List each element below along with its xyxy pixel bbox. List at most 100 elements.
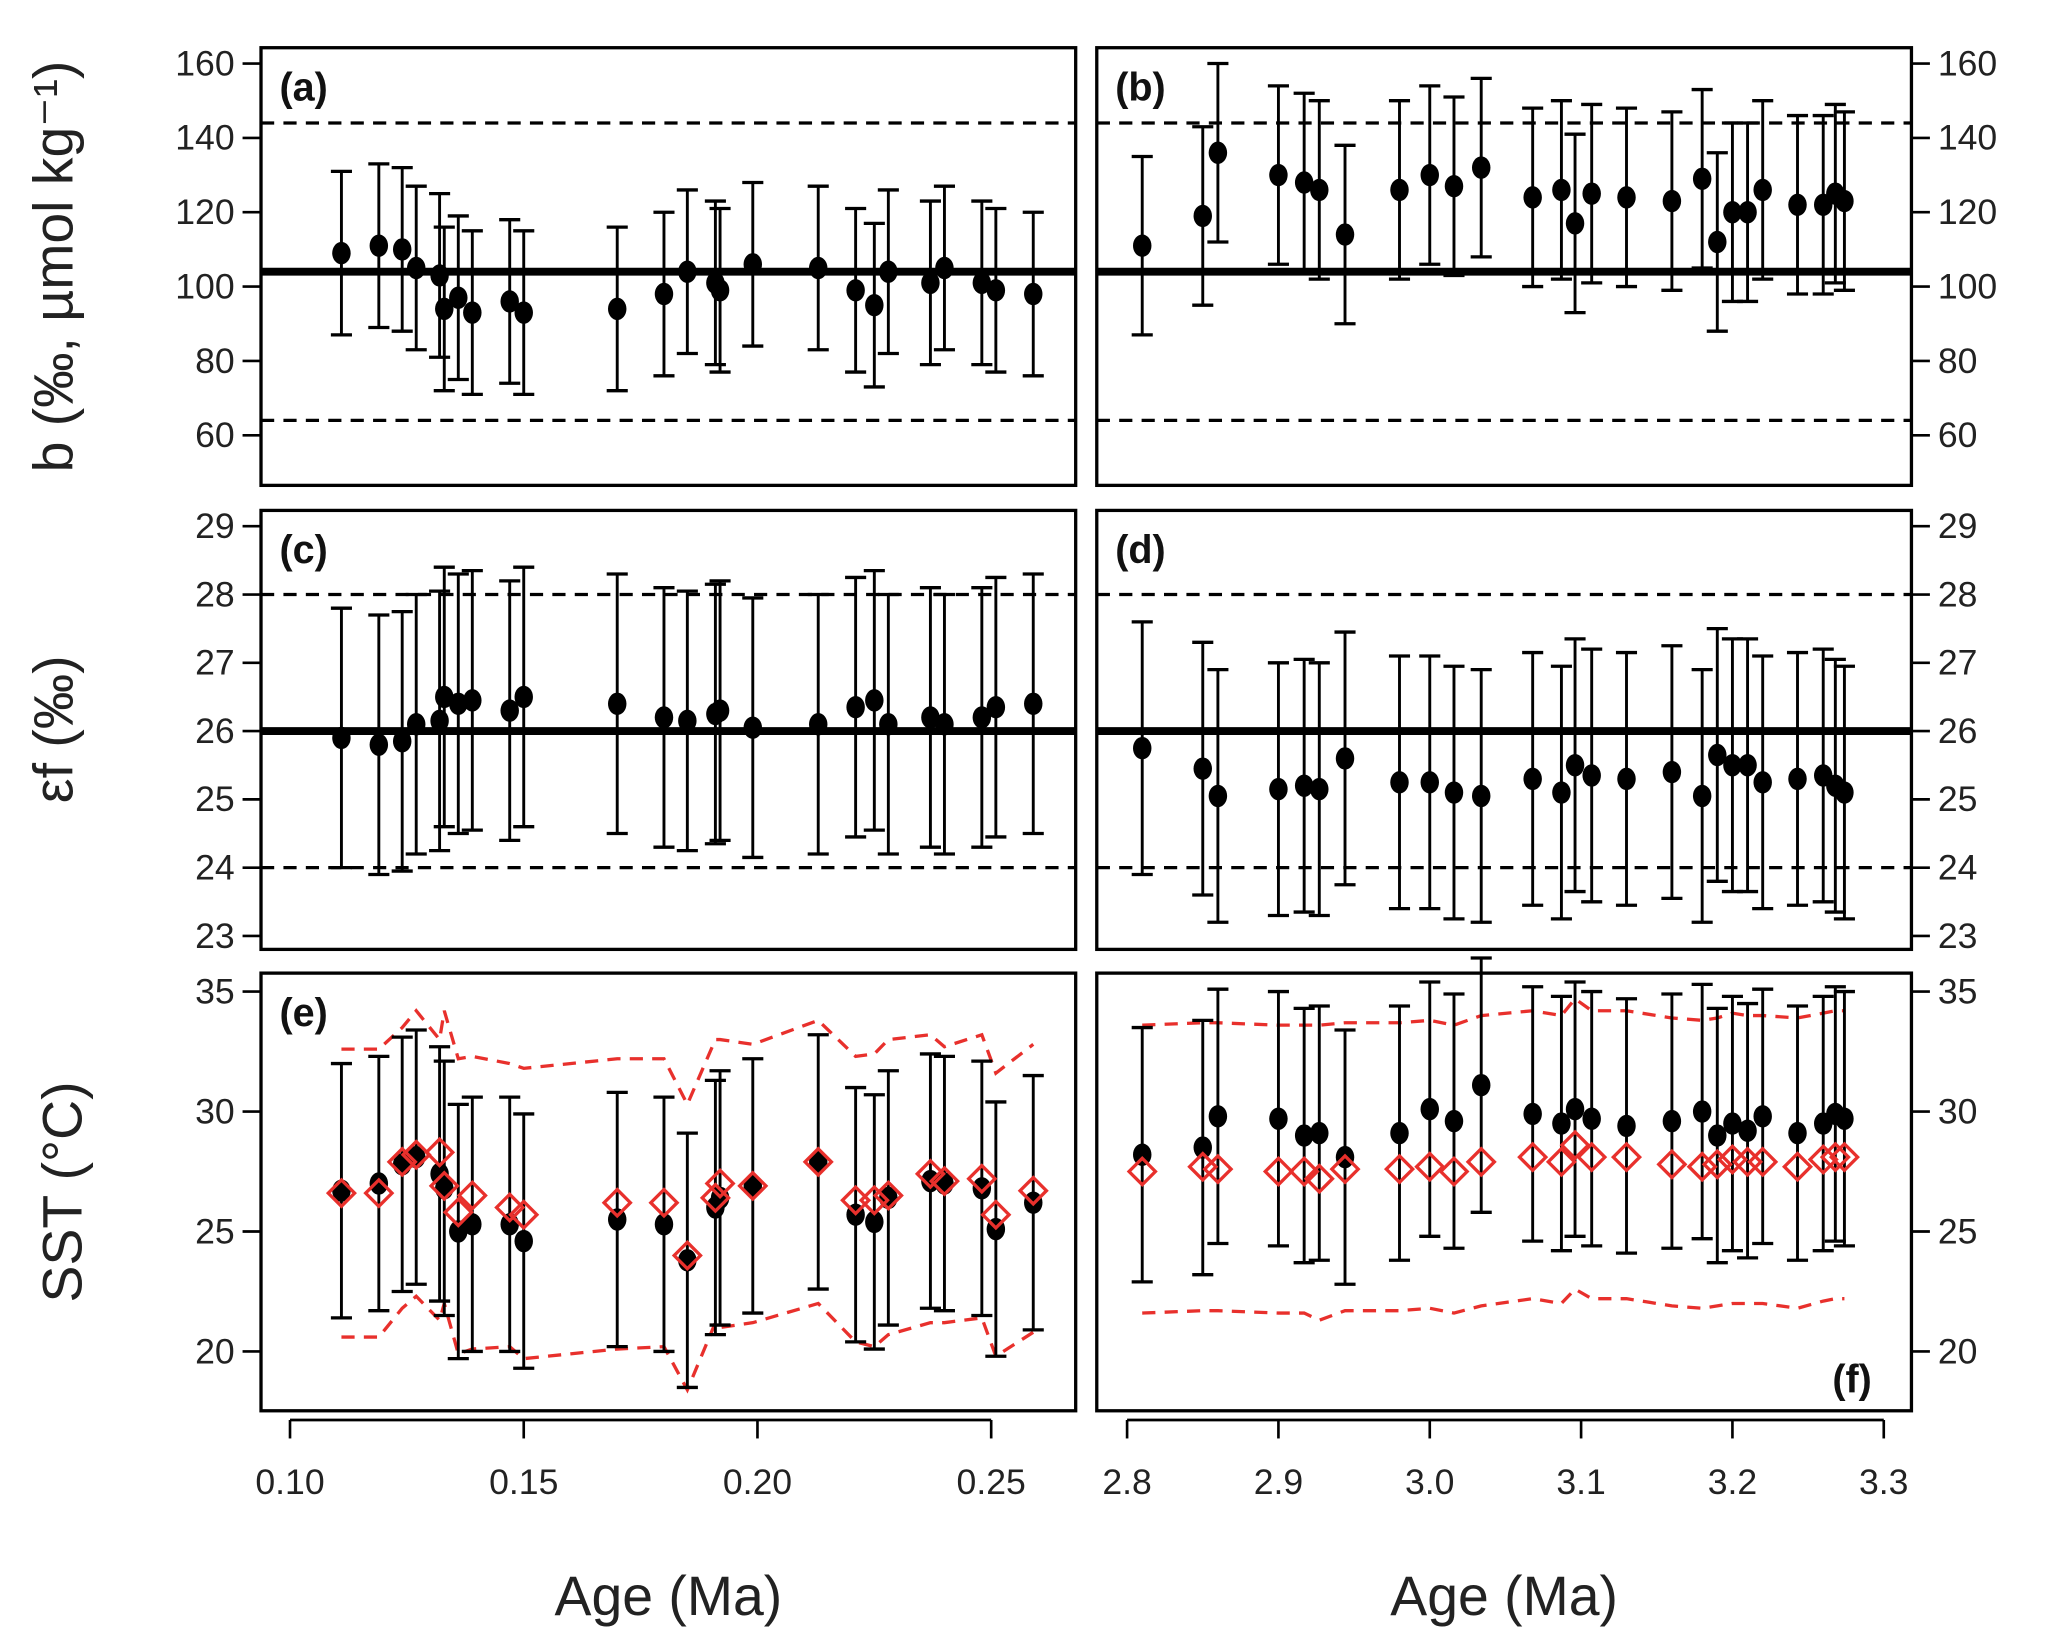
model-diamond [1732, 1146, 1764, 1178]
panel-e: (e) 20 25 30 35 0.10 0.15 0.20 0.25 [195, 971, 1078, 1502]
data-point [406, 713, 426, 736]
data-point [809, 256, 828, 280]
data-point [369, 733, 389, 756]
y-tick-label: 29 [195, 506, 235, 546]
y-tick-label: 30 [195, 1091, 235, 1131]
data-point [1523, 1102, 1542, 1126]
model-lower-bound [341, 1294, 1035, 1394]
model-diamond [1747, 1146, 1779, 1178]
data-point [1788, 193, 1807, 217]
data-point [935, 256, 954, 280]
x-tick-label: 0.10 [255, 1462, 324, 1502]
data-point [1310, 777, 1329, 801]
data-point [1269, 777, 1288, 801]
model-diamond [1576, 1141, 1608, 1173]
model-diamond [1414, 1151, 1446, 1183]
y-tick-label: 160 [175, 43, 234, 83]
y-tick-label: 80 [195, 341, 235, 381]
model-diamond [1686, 1151, 1718, 1183]
data-point [1552, 1112, 1571, 1135]
model-diamond [1559, 1129, 1591, 1161]
x-tick-label: 2.9 [1254, 1462, 1303, 1502]
data-point [1617, 186, 1636, 209]
data-point [678, 260, 697, 283]
y-tick-label: 27 [195, 643, 235, 683]
data-point [1617, 1114, 1636, 1138]
model-diamond [980, 1199, 1012, 1231]
model-diamond [442, 1196, 474, 1228]
data-point [1753, 771, 1772, 794]
data-point [809, 1150, 828, 1174]
data-point [514, 1229, 533, 1253]
data-point [1444, 175, 1464, 198]
data-point [1708, 743, 1727, 767]
y-tick-label: 26 [195, 711, 235, 751]
data-point [1208, 1105, 1228, 1128]
y-tick-label: 25 [1938, 1211, 1978, 1251]
x-tick-label: 3.0 [1405, 1462, 1454, 1502]
data-point [1420, 163, 1439, 187]
data-point [1692, 784, 1712, 808]
y-tick-label: 120 [1938, 192, 1997, 232]
data-point [1024, 692, 1043, 715]
data-point [879, 260, 898, 283]
data-point [1471, 156, 1491, 179]
model-diamond [1383, 1153, 1416, 1185]
data-point [865, 1210, 884, 1234]
data-point [1692, 1100, 1712, 1123]
data-point [607, 297, 627, 321]
data-point [392, 730, 412, 753]
data-point [1390, 178, 1409, 202]
data-point [935, 713, 954, 736]
data-point [406, 256, 426, 280]
y-axis-title-sst: SST (°C) [32, 1081, 94, 1302]
model-diamond [363, 1177, 395, 1209]
x-tick-label: 0.15 [489, 1462, 558, 1502]
model-diamond [601, 1187, 633, 1219]
data-point [1523, 186, 1542, 209]
data-point [607, 1208, 627, 1231]
data-point [1788, 767, 1807, 791]
model-diamond [325, 1177, 357, 1209]
data-point [500, 290, 519, 313]
data-point [743, 253, 763, 276]
panel-f: (f) 20 25 30 35 2.8 2.9 3.0 3.1 3.2 3.3 [1095, 956, 1978, 1502]
x-tick-label: 3.1 [1556, 1462, 1605, 1502]
data-point [710, 279, 730, 302]
x-axis-left: 0.10 0.15 0.20 0.25 [255, 1418, 1026, 1502]
panel-a: (a) 60 80 100 120 140 160 [175, 43, 1078, 488]
data-point [332, 726, 351, 750]
data-point [1753, 1105, 1772, 1128]
data-point [1738, 754, 1757, 777]
model-diamond [1819, 1141, 1851, 1173]
model-diamond [1126, 1156, 1158, 1188]
data-point [986, 279, 1006, 302]
data-point [500, 699, 519, 722]
data-point [846, 279, 865, 302]
model-diamond [400, 1139, 432, 1171]
data-point [435, 297, 454, 321]
data-point [1788, 1121, 1807, 1145]
data-point [1582, 182, 1601, 205]
data-point [1582, 1107, 1601, 1130]
data-point [921, 706, 940, 729]
data-point [986, 695, 1006, 719]
model-diamond [428, 1170, 460, 1202]
data-point [1662, 189, 1682, 213]
data-point [392, 238, 412, 261]
data-point [1738, 201, 1757, 224]
model-diamond [1288, 1156, 1320, 1188]
data-point [449, 286, 468, 309]
data-point [1208, 784, 1228, 808]
y-axis-title-eps: εf (‰) [23, 655, 85, 803]
data-point [1723, 754, 1742, 777]
panel-frame [1095, 46, 1914, 488]
model-diamond [648, 1187, 680, 1219]
data-point [463, 689, 482, 712]
panel-label: (f) [1832, 1357, 1872, 1401]
data-point [1208, 141, 1228, 164]
data-point [463, 1213, 482, 1236]
y-tick-label: 100 [175, 266, 234, 306]
x-axis-title-right: Age (Ma) [1390, 1565, 1618, 1627]
model-diamond [1017, 1175, 1049, 1207]
